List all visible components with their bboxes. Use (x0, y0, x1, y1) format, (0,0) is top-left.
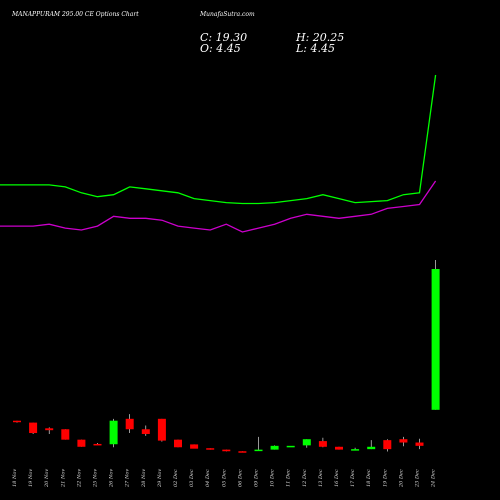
low-value: 4.45 (310, 42, 336, 55)
x-tick-label: 06 Dec (237, 469, 243, 487)
candle-body (286, 445, 295, 448)
candle-body (335, 446, 343, 450)
chart-title-source: MunafaSutra.com (200, 11, 255, 18)
candle-body (302, 439, 311, 446)
x-tick-label: 20 Nov (44, 469, 50, 488)
x-tick-label: 27 Nov (125, 469, 131, 488)
chart-title-symbol: MANAPPURAM 295.00 CE Options Chart (12, 11, 139, 18)
candle-body (270, 445, 279, 450)
candle-body (431, 269, 440, 410)
candle-body (383, 440, 392, 450)
candle-body (415, 442, 424, 446)
candle-body (125, 418, 134, 430)
open-value: 4.45 (216, 42, 241, 55)
candle-body (351, 449, 360, 451)
indicator-lines (0, 74, 437, 233)
x-tick-label: 02 Dec (173, 469, 179, 487)
candle-body (238, 451, 247, 453)
candle-body (45, 428, 54, 431)
candle-body (367, 446, 376, 450)
x-tick-label: 16 Dec (334, 469, 340, 487)
candle-body (29, 422, 38, 434)
x-tick-label: 18 Nov (12, 469, 18, 487)
candle-body (318, 441, 327, 447)
x-tick-label: 10 Dec (270, 469, 276, 487)
ohlc-high: H: 20.25 (296, 31, 345, 44)
x-tick-label: 23 Dec (415, 469, 421, 488)
x-axis-ticks: 18 Nov 19 Nov 20 Nov 21 Nov 22 Nov 25 Nov 26 N… (12, 469, 437, 488)
x-tick-label: 29 Nov (157, 469, 163, 488)
candle-body (190, 444, 199, 449)
x-tick-label: 12 Dec (302, 469, 308, 487)
x-tick-label: 21 Nov (60, 469, 66, 488)
x-tick-label: 19 Nov (28, 469, 34, 487)
x-tick-label: 28 Nov (141, 469, 147, 488)
x-tick-label: 24 Dec (431, 469, 437, 488)
x-tick-label: 25 Nov (93, 469, 99, 488)
candle-body (141, 429, 150, 434)
candle-body (222, 449, 231, 452)
close-value: 19.30 (215, 31, 248, 44)
high-value: 20.25 (312, 31, 345, 44)
x-tick-label: 09 Dec (254, 469, 260, 487)
x-tick-label: 17 Dec (350, 469, 356, 487)
candle-body (174, 439, 182, 448)
candle-body (61, 429, 70, 440)
candle-body (157, 418, 166, 441)
candle-body (109, 420, 118, 445)
x-tick-label: 13 Dec (318, 469, 324, 487)
candle-body (254, 449, 263, 452)
candle-body (399, 439, 408, 443)
x-tick-label: 18 Dec (366, 469, 372, 487)
lower-indicator-line (0, 180, 437, 233)
candles-group (13, 260, 440, 453)
candle-body (93, 443, 102, 446)
ohlc-close: C: 19.30 (200, 31, 248, 44)
candle-body (77, 439, 86, 447)
x-tick-label: 11 Dec (286, 469, 292, 487)
ohlc-open: O: 4.45 (200, 42, 241, 55)
x-tick-label: 04 Dec (205, 469, 211, 487)
x-tick-label: 05 Dec (221, 469, 227, 487)
ohlc-low: L: 4.45 (296, 42, 336, 55)
x-tick-label: 26 Nov (109, 469, 115, 488)
candle-body (206, 448, 215, 450)
x-tick-label: 03 Dec (189, 469, 195, 487)
upper-indicator-line (0, 74, 437, 205)
x-tick-label: 22 Nov (76, 469, 82, 488)
x-tick-label: 20 Dec (398, 469, 404, 488)
candle-body (13, 420, 21, 423)
x-tick-label: 19 Dec (382, 469, 388, 487)
